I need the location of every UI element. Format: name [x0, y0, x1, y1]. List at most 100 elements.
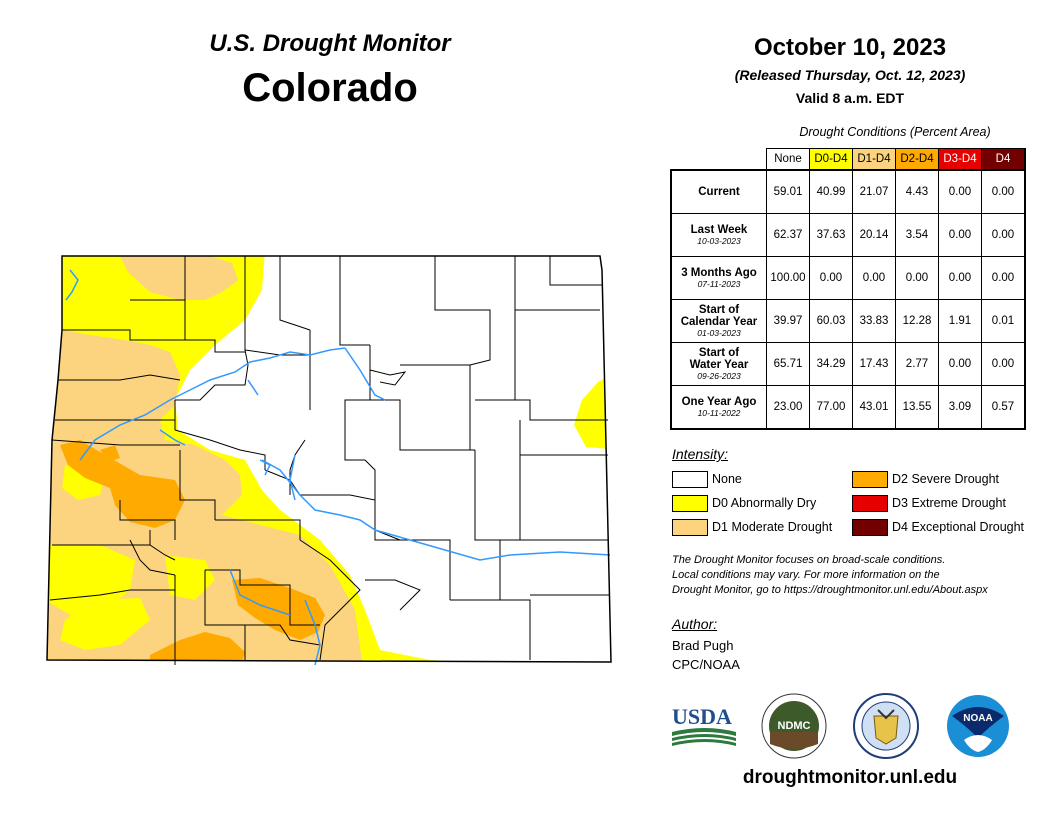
table-cell: 0.00	[938, 342, 982, 386]
legend-swatch-d4	[852, 519, 888, 536]
table-cell: 0.57	[981, 385, 1026, 430]
table-cell: 39.97	[766, 299, 810, 343]
table-cell: 0.00	[981, 256, 1026, 300]
disclaimer-note: The Drought Monitor focuses on broad-sca…	[672, 553, 1042, 598]
table-cell: 37.63	[809, 213, 853, 257]
usda-logo-text: USDA	[672, 704, 732, 729]
table-row: Current 59.01 40.99 21.07 4.43 0.00 0.00	[670, 169, 1026, 214]
table-header-row: None D0-D4 D1-D4 D2-D4 D3-D4 D4	[671, 148, 1026, 171]
release-date: (Released Thursday, Oct. 12, 2023)	[734, 67, 966, 83]
col-none: None	[766, 148, 810, 171]
d2-area-1	[60, 440, 185, 528]
row-date: 07-11-2023	[697, 279, 741, 289]
table-cell: 33.83	[852, 299, 896, 343]
col-d4: D4	[981, 148, 1026, 171]
d2-area-4	[100, 445, 120, 462]
table-cell: 0.00	[938, 256, 982, 300]
table-cell: 21.07	[852, 169, 896, 214]
table-cell: 3.09	[938, 385, 982, 430]
state-outline	[46, 255, 612, 663]
table-cell: 2.77	[895, 342, 939, 386]
table-cell: 0.00	[981, 169, 1026, 214]
legend-label-d0: D0 Abnormally Dry	[712, 496, 817, 510]
table-cell: 62.37	[766, 213, 810, 257]
usda-logo-icon: USDA	[672, 704, 736, 746]
table-cell: 0.00	[938, 169, 982, 214]
table-cell: 60.03	[809, 299, 853, 343]
d0-pocket-4	[165, 555, 215, 600]
table-cell: 13.55	[895, 385, 939, 430]
website-url: droughtmonitor.unl.edu	[742, 767, 958, 788]
table-cell: 4.43	[895, 169, 939, 214]
map-title: U.S. Drought Monitor	[209, 30, 451, 57]
table-cell: 23.00	[766, 385, 810, 430]
col-d2-d4: D2-D4	[895, 148, 939, 171]
table-caption: Drought Conditions (Percent Area)	[799, 125, 991, 139]
col-d3-d4: D3-D4	[938, 148, 982, 171]
author-heading: Author:	[672, 616, 718, 632]
author-name: Brad Pugh	[672, 638, 734, 653]
row-date: 09-26-2023	[697, 371, 741, 381]
ndmc-logo-text: NDMC	[778, 720, 811, 732]
col-d1-d4: D1-D4	[852, 148, 896, 171]
row-label: Current	[698, 186, 740, 198]
table-cell: 0.00	[938, 213, 982, 257]
table-cell: 3.54	[895, 213, 939, 257]
colorado-drought-map	[46, 255, 612, 666]
table-cell: 43.01	[852, 385, 896, 430]
row-label: Start of Water Year	[689, 347, 749, 371]
legend-swatch-d0	[672, 495, 708, 512]
noaa-logo-text: NOAA	[963, 713, 992, 724]
drought-areas	[47, 256, 611, 662]
rivers	[65, 269, 611, 666]
table-cell: 0.00	[852, 256, 896, 300]
table-cell: 100.00	[766, 256, 810, 300]
legend-swatch-none	[672, 471, 708, 488]
map-date: October 10, 2023	[753, 34, 947, 61]
note-line: The Drought Monitor focuses on broad-sca…	[672, 554, 946, 566]
valid-time: Valid 8 a.m. EDT	[795, 90, 905, 106]
drought-conditions-table: None D0-D4 D1-D4 D2-D4 D3-D4 D4 Current …	[670, 148, 1026, 430]
table-row: Last Week 10-03-2023 62.37 37.63 20.14 3.…	[670, 213, 1026, 257]
ndmc-logo-icon: NDMC	[761, 693, 827, 759]
table-cell: 0.00	[809, 256, 853, 300]
legend-title: Intensity:	[672, 446, 729, 462]
commerce-seal-icon	[853, 693, 919, 759]
legend-swatch-d1	[672, 519, 708, 536]
row-date: 10-11-2022	[697, 408, 741, 418]
table-cell: 20.14	[852, 213, 896, 257]
table-cell: 65.71	[766, 342, 810, 386]
note-line: Local conditions may vary. For more info…	[672, 569, 940, 581]
d1-north	[120, 256, 238, 300]
table-cell: 17.43	[852, 342, 896, 386]
table-row: 3 Months Ago 07-11-2023 100.00 0.00 0.00 …	[670, 256, 1026, 300]
table-cell: 40.99	[809, 169, 853, 214]
d0-pocket-3	[60, 598, 150, 650]
legend-label-d1: D1 Moderate Drought	[712, 520, 833, 534]
row-label: 3 Months Ago	[681, 267, 757, 279]
row-label: One Year Ago	[681, 396, 757, 408]
table-cell: 59.01	[766, 169, 810, 214]
legend-label-d4: D4 Exceptional Drought	[892, 520, 1025, 534]
noaa-logo-icon: NOAA	[947, 695, 1009, 757]
legend-swatch-d2	[852, 471, 888, 488]
table-row: One Year Ago 10-11-2022 23.00 77.00 43.01…	[670, 385, 1026, 430]
table-cell: 34.29	[809, 342, 853, 386]
row-date: 10-03-2023	[697, 236, 741, 246]
author-org: CPC/NOAA	[672, 657, 740, 672]
table-cell: 0.00	[981, 213, 1026, 257]
state-name: Colorado	[242, 66, 418, 110]
legend-label-d2: D2 Severe Drought	[892, 472, 1000, 486]
row-date: 01-03-2023	[697, 328, 741, 338]
table-cell: 0.01	[981, 299, 1026, 343]
col-d0-d4: D0-D4	[809, 148, 853, 171]
note-line: Drought Monitor, go to https://droughtmo…	[672, 584, 988, 596]
d0-pocket-2	[47, 545, 135, 615]
table-cell: 12.28	[895, 299, 939, 343]
table-cell: 0.00	[981, 342, 1026, 386]
table-row: Start of Calendar Year 01-03-2023 39.97 60…	[670, 299, 1026, 343]
table-cell: 0.00	[895, 256, 939, 300]
legend-label-d3: D3 Extreme Drought	[892, 496, 1006, 510]
table-cell: 1.91	[938, 299, 982, 343]
table-cell: 77.00	[809, 385, 853, 430]
